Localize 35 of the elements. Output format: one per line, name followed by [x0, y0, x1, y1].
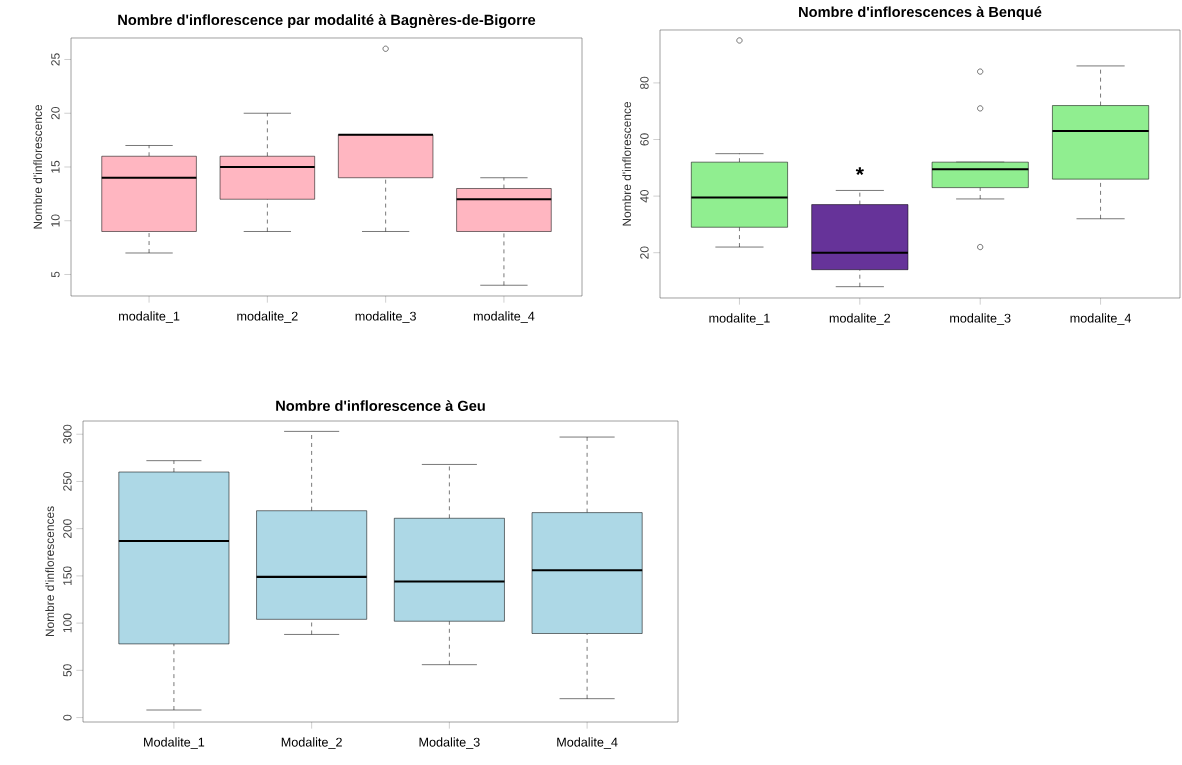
x-tick-label: modalite_1 [709, 313, 770, 325]
y-tick-label: 300 [63, 424, 72, 444]
y-tick-label: 80 [640, 76, 649, 90]
y-tick-label: 200 [63, 519, 72, 539]
y-axis-title: Nombre d'inflorescences [45, 506, 55, 637]
y-tick-label: 20 [51, 107, 60, 120]
y-tick-label: 25 [51, 53, 60, 66]
x-tick-label: modalite_4 [473, 311, 535, 323]
y-tick-label: 10 [51, 214, 60, 227]
x-tick-label: Modalite_4 [557, 737, 618, 749]
y-tick-label: 100 [63, 613, 72, 633]
y-tick-label: 40 [640, 189, 649, 203]
y-tick-label: 60 [640, 133, 649, 146]
y-tick-label: 250 [63, 471, 72, 491]
annotation: * [855, 167, 864, 176]
y-tick-label: 20 [640, 246, 649, 259]
x-tick-label: modalite_4 [1070, 313, 1132, 325]
chart-title: Nombre d'inflorescence par modalité à Bagnères-de-Bigorre [118, 14, 536, 29]
x-tick-label: modalite_3 [355, 311, 416, 323]
chart-title: Nombre d'inflorescence à Geu [276, 400, 485, 411]
y-tick-label: 50 [63, 664, 72, 677]
x-tick-label: Modalite_3 [419, 737, 480, 749]
y-axis-title: Nombre d'inflorescence [33, 104, 43, 229]
y-tick-label: 150 [63, 566, 72, 585]
y-tick-label: 15 [51, 160, 60, 173]
y-axis-title: Nombre d'inflorescence [622, 101, 632, 226]
y-tick-label: 5 [51, 271, 60, 278]
x-tick-label: Modalite_1 [144, 737, 205, 749]
x-tick-label: modalite_1 [119, 311, 180, 323]
x-tick-label: modalite_3 [950, 313, 1011, 325]
x-tick-label: modalite_2 [237, 311, 298, 323]
y-tick-label: 0 [63, 714, 72, 721]
chart-title: Nombre d'inflorescences à Benqué [799, 6, 1042, 20]
x-tick-label: modalite_2 [829, 313, 891, 325]
x-tick-label: Modalite_2 [281, 737, 342, 749]
